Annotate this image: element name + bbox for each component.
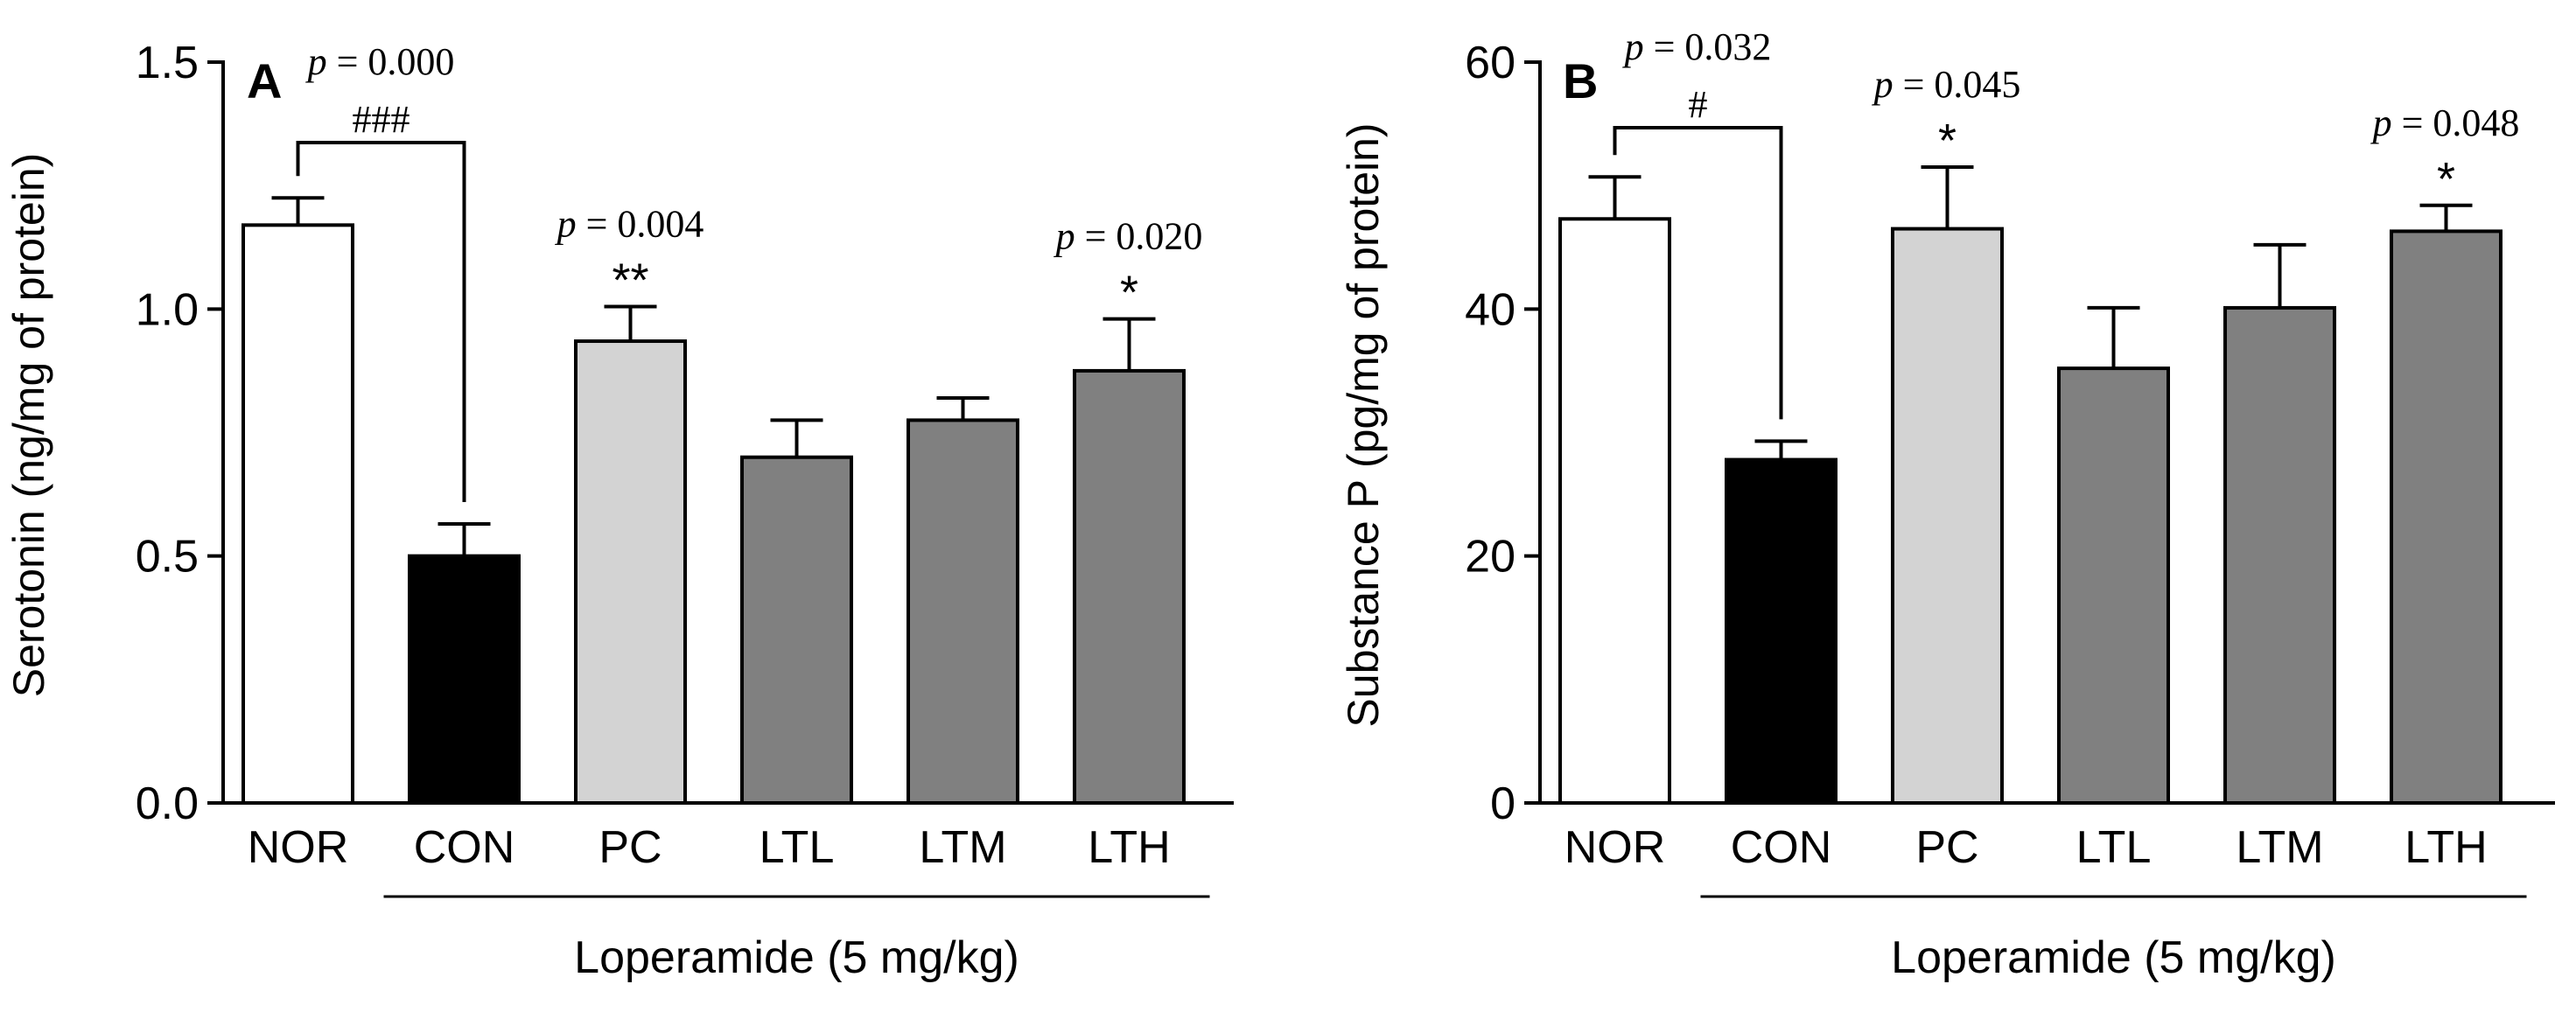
x-tick-label: PC [598,822,662,873]
bar-ltm [2223,305,2336,805]
x-tick-label: LTL [760,822,835,873]
y-axis-label: Substance P (pg/mg of protein) [1339,122,1388,727]
y-axis-label: Serotonin (ng/mg of protein) [4,153,53,698]
bar-pc [1891,227,2004,805]
y-tick-label: 0.5 [136,532,199,583]
y-tick-label: 1.0 [136,284,199,335]
group-label: Loperamide (5 mg/kg) [574,932,1019,983]
x-tick-label: NOR [1564,822,1666,873]
bracket-mark: # [1689,83,1708,126]
bar-pc [574,339,687,805]
y-tick-label: 0.0 [136,778,199,829]
bar-nor [242,223,354,805]
x-tick-label: NOR [248,822,349,873]
bar-con [1725,457,1838,805]
bar-nor [1558,217,1671,805]
y-tick-label: 40 [1465,284,1516,335]
y-tick-label: 1.5 [136,38,199,88]
x-tick-label: LTM [919,822,1006,873]
bracket-p-value: p = 0.000 [305,40,455,83]
panel-b: 0 20 40 60 Substance P (pg/mg of protein) B NO… [1339,25,2555,983]
significance-mark: * [1938,115,1956,167]
panel-label: B [1563,53,1598,108]
significance-mark: ** [612,255,648,307]
y-tick-label: 0 [1490,778,1516,829]
p-value-label: p = 0.020 [1054,215,1203,258]
significance-mark: * [1120,267,1138,319]
x-tick-label: CON [1731,822,1832,873]
group-label: Loperamide (5 mg/kg) [1891,932,2336,983]
p-value-label: p = 0.048 [2370,101,2520,144]
x-tick-label: LTH [2404,822,2487,873]
y-tick-label: 20 [1465,532,1516,583]
bar-con [408,554,521,806]
x-tick-label: LTM [2236,822,2323,873]
bracket-p-value: p = 0.032 [1622,25,1772,68]
significance-bracket [296,141,466,502]
x-tick-label: CON [414,822,515,873]
x-tick-label: PC [1915,822,1978,873]
p-value-label: p = 0.004 [555,203,704,246]
bar-ltl [2057,366,2170,805]
x-tick-label: LTH [1088,822,1170,873]
y-tick-label: 60 [1465,38,1516,88]
bar-lth [1073,368,1186,805]
panel-label: A [247,53,282,108]
x-tick-label: LTL [2076,822,2152,873]
p-value-label: p = 0.045 [1872,63,2021,106]
bar-ltm [906,418,1019,805]
significance-bracket [1613,126,1783,420]
bar-lth [2390,229,2502,806]
significance-mark: * [2437,153,2455,206]
panel-a: 0.0 0.5 1.0 1.5 Serotonin (ng/mg of protein)… [4,38,1234,983]
bracket-mark: ### [353,98,410,141]
bar-ltl [740,455,853,805]
